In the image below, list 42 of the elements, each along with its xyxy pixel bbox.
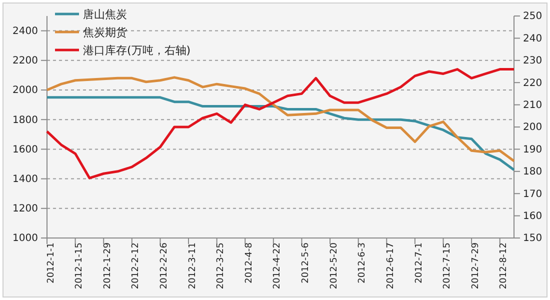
y2-tick-label: 150 [523, 233, 542, 244]
y2-tick-label: 240 [523, 33, 542, 44]
x-tick-label: 2012-1-29 [102, 242, 113, 290]
y2-tick-label: 200 [523, 122, 542, 134]
line-series [46, 76, 516, 162]
x-tick-label: 2012-7-15 [442, 242, 453, 290]
y-tick-label: 1400 [12, 174, 38, 185]
x-tick-label: 2012-3-25 [216, 242, 226, 290]
x-tick-label: 2012-7-29 [470, 242, 481, 290]
x-tick-label: 2012-5-6 [301, 242, 312, 284]
y-tick-label: 2000 [12, 85, 38, 96]
y2-tick-label: 250 [523, 11, 542, 22]
y-tick-label: 1800 [12, 114, 38, 126]
x-tick-label: 2012-2-12 [131, 242, 142, 290]
y-tick-label: 1000 [12, 233, 38, 244]
y-tick-label: 1600 [12, 144, 38, 156]
line-series [46, 96, 516, 172]
y2-tick-label: 180 [523, 166, 542, 178]
y2-tick-label: 190 [523, 144, 542, 156]
x-tick-label: 2012-3-11 [188, 242, 198, 290]
x-tick-label: 2012-7-1 [414, 242, 424, 284]
x-tick-label: 2012-6-17 [386, 242, 396, 290]
x-tick-label: 2012-5-20 [329, 242, 340, 290]
y-tick-label: 2200 [12, 56, 38, 67]
legend-label: 港口库存(万吨，右轴) [83, 44, 191, 57]
y2-tick-label: 220 [523, 78, 542, 89]
y-tick-label: 2400 [12, 26, 38, 37]
y2-tick-label: 230 [523, 56, 542, 67]
x-tick-label: 2012-1-15 [74, 242, 85, 290]
y2-tick-label: 160 [523, 211, 542, 222]
x-tick-label: 2012-4-22 [272, 242, 283, 290]
y2-tick-label: 210 [523, 100, 542, 111]
y-tick-label: 1200 [12, 204, 38, 215]
line-series [46, 68, 516, 180]
x-tick-label: 2012-8-12 [499, 242, 510, 290]
legend-label: 焦炭期货 [83, 26, 127, 39]
x-tick-label: 2012-6-3 [358, 242, 368, 284]
legend-label: 唐山焦炭 [83, 8, 127, 21]
y2-tick-label: 170 [523, 188, 542, 200]
x-tick-label: 2012-4-8 [244, 242, 254, 284]
x-tick-label: 2012-2-26 [160, 242, 170, 290]
x-tick-label: 2012-1-1 [46, 242, 56, 284]
